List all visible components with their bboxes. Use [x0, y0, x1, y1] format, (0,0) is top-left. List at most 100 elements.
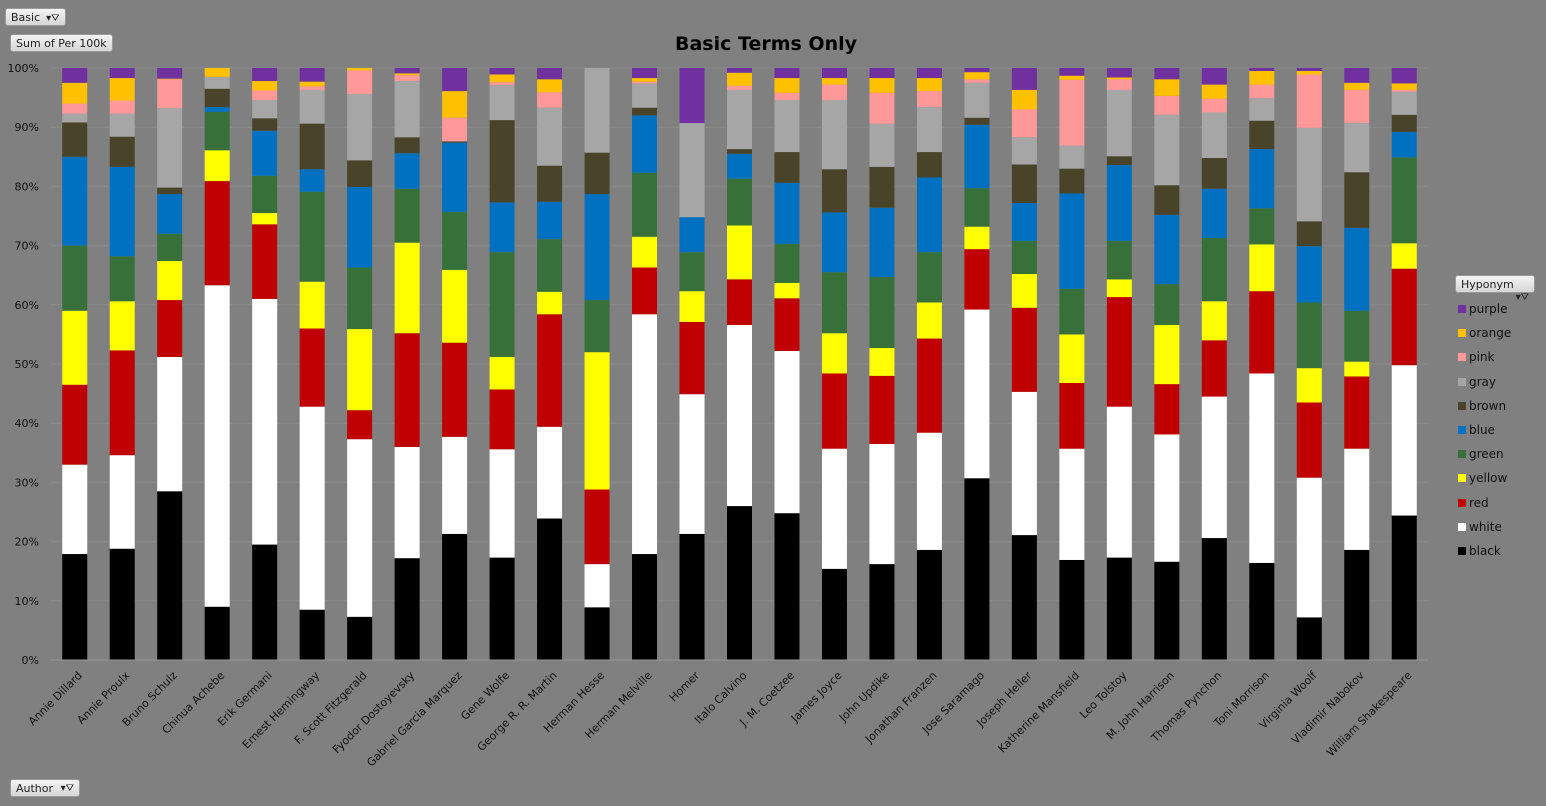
- bar-segment-pink[interactable]: [1391, 89, 1417, 92]
- bar-segment-white[interactable]: [964, 309, 990, 479]
- bar-segment-yellow[interactable]: [1059, 334, 1085, 383]
- bar-segment-red[interactable]: [299, 328, 325, 407]
- bar-segment-gray[interactable]: [821, 99, 847, 170]
- bar-segment-pink[interactable]: [1201, 98, 1227, 113]
- bar-segment-orange[interactable]: [157, 78, 183, 80]
- bar-segment-purple[interactable]: [252, 68, 278, 82]
- bar-segment-orange[interactable]: [537, 79, 563, 93]
- bar-segment-red[interactable]: [347, 410, 373, 440]
- bar-segment-gray[interactable]: [204, 76, 230, 89]
- bar-segment-white[interactable]: [584, 564, 610, 608]
- bar-segment-red[interactable]: [1296, 402, 1322, 478]
- bar-segment-brown[interactable]: [299, 123, 325, 170]
- bar-segment-blue[interactable]: [109, 166, 135, 257]
- bar-segment-blue[interactable]: [1201, 188, 1227, 238]
- bar-segment-green[interactable]: [347, 267, 373, 330]
- bar-segment-gray[interactable]: [584, 68, 610, 153]
- bar-segment-brown[interactable]: [109, 136, 135, 167]
- bar-segment-green[interactable]: [1106, 240, 1132, 280]
- bar-segment-red[interactable]: [1201, 340, 1227, 397]
- bar-segment-blue[interactable]: [299, 169, 325, 192]
- bar-segment-black[interactable]: [679, 533, 705, 660]
- bar-segment-brown[interactable]: [204, 88, 230, 108]
- legend-item-purple[interactable]: purple: [1458, 297, 1511, 321]
- bar-segment-black[interactable]: [1059, 559, 1085, 660]
- bar-segment-blue[interactable]: [679, 217, 705, 253]
- bar-segment-brown[interactable]: [727, 149, 752, 154]
- bar-segment-red[interactable]: [632, 267, 658, 315]
- bar-segment-green[interactable]: [1344, 310, 1370, 362]
- bar-segment-white[interactable]: [1391, 365, 1417, 516]
- bar-segment-pink[interactable]: [252, 90, 278, 100]
- bar-segment-green[interactable]: [584, 300, 610, 353]
- bar-segment-yellow[interactable]: [204, 150, 230, 182]
- bar-segment-blue[interactable]: [442, 142, 468, 212]
- bar-segment-yellow[interactable]: [727, 225, 752, 280]
- bar-segment-black[interactable]: [299, 609, 325, 660]
- bar-segment-pink[interactable]: [299, 86, 325, 90]
- bar-segment-red[interactable]: [727, 279, 752, 325]
- bar-segment-blue[interactable]: [632, 115, 658, 173]
- bar-segment-purple[interactable]: [1391, 68, 1417, 84]
- bar-segment-red[interactable]: [964, 249, 990, 310]
- bar-segment-green[interactable]: [299, 191, 325, 282]
- bar-segment-white[interactable]: [1154, 434, 1180, 562]
- bar-segment-orange[interactable]: [62, 82, 88, 104]
- axis-field-button[interactable]: Author ▾⛛: [10, 779, 80, 797]
- bar-segment-black[interactable]: [1201, 538, 1227, 660]
- bar-segment-gray[interactable]: [1011, 137, 1037, 165]
- bar-segment-gray[interactable]: [489, 85, 515, 121]
- bar-segment-brown[interactable]: [157, 187, 183, 195]
- bar-segment-green[interactable]: [774, 243, 800, 283]
- bar-segment-red[interactable]: [1106, 297, 1132, 407]
- bar-segment-gray[interactable]: [869, 123, 895, 167]
- legend-field-button[interactable]: Hyponym ▾⛛: [1455, 275, 1535, 303]
- bar-segment-white[interactable]: [252, 298, 278, 545]
- bar-segment-brown[interactable]: [1011, 164, 1037, 203]
- bar-segment-white[interactable]: [489, 449, 515, 558]
- bar-segment-gray[interactable]: [537, 107, 563, 166]
- bar-segment-blue[interactable]: [1106, 165, 1132, 241]
- bar-segment-yellow[interactable]: [1106, 279, 1132, 298]
- bar-segment-green[interactable]: [62, 245, 88, 311]
- bar-segment-brown[interactable]: [62, 122, 88, 157]
- bar-segment-green[interactable]: [394, 188, 420, 243]
- bar-segment-black[interactable]: [1011, 535, 1037, 660]
- bar-segment-orange[interactable]: [1249, 70, 1275, 85]
- bar-segment-purple[interactable]: [62, 68, 88, 83]
- bar-segment-red[interactable]: [584, 489, 610, 565]
- bar-segment-purple[interactable]: [727, 68, 752, 73]
- bar-segment-red[interactable]: [869, 375, 895, 444]
- bar-segment-yellow[interactable]: [537, 291, 563, 315]
- bar-segment-gray[interactable]: [964, 82, 990, 118]
- bar-segment-yellow[interactable]: [157, 260, 183, 301]
- bar-segment-gray[interactable]: [157, 108, 183, 188]
- bar-segment-green[interactable]: [1201, 237, 1227, 302]
- legend-item-white[interactable]: white: [1458, 515, 1511, 539]
- bar-segment-brown[interactable]: [964, 117, 990, 125]
- bar-segment-orange[interactable]: [821, 78, 847, 85]
- bar-segment-blue[interactable]: [394, 153, 420, 189]
- legend-item-blue[interactable]: blue: [1458, 418, 1511, 442]
- bar-segment-black[interactable]: [489, 557, 515, 660]
- bar-segment-green[interactable]: [1059, 288, 1085, 335]
- bar-segment-brown[interactable]: [1296, 221, 1322, 247]
- bar-segment-green[interactable]: [489, 252, 515, 357]
- bar-segment-purple[interactable]: [109, 68, 135, 79]
- bar-segment-orange[interactable]: [1011, 89, 1037, 110]
- bar-segment-red[interactable]: [916, 338, 942, 433]
- bar-segment-yellow[interactable]: [394, 242, 420, 334]
- bar-segment-white[interactable]: [109, 455, 135, 549]
- bar-segment-pink[interactable]: [157, 79, 183, 109]
- report-filter-button[interactable]: Basic ▾⛛: [5, 8, 66, 26]
- bar-segment-pink[interactable]: [916, 91, 942, 108]
- bar-segment-black[interactable]: [537, 518, 563, 660]
- bar-segment-white[interactable]: [1249, 373, 1275, 563]
- bar-segment-green[interactable]: [727, 178, 752, 226]
- bar-segment-yellow[interactable]: [299, 281, 325, 329]
- bar-segment-pink[interactable]: [1011, 109, 1037, 138]
- bar-segment-yellow[interactable]: [109, 301, 135, 351]
- bar-segment-blue[interactable]: [347, 186, 373, 268]
- bar-segment-blue[interactable]: [1344, 227, 1370, 311]
- bar-segment-brown[interactable]: [537, 165, 563, 202]
